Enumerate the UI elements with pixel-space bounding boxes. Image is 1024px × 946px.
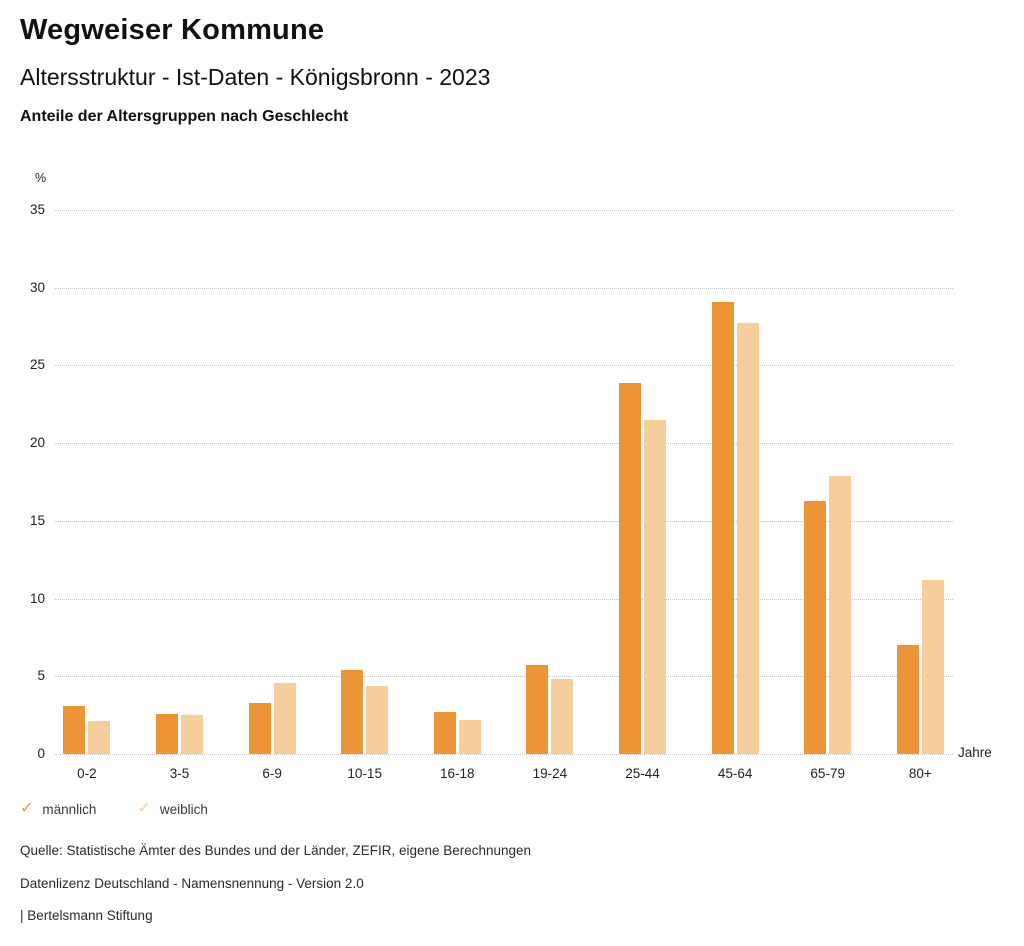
check-icon: ✓ [137,800,151,817]
gridline-5 [55,676,953,678]
bar-weiblich-3-5[interactable] [181,715,203,754]
bar-weiblich-16-18[interactable] [458,719,481,754]
footer: Quelle: Statistische Ämter des Bundes un… [20,843,531,941]
footer-source: Quelle: Statistische Ämter des Bundes un… [20,843,532,858]
gridline-25 [55,365,953,367]
y-axis-tick-label-5: 5 [37,668,45,684]
gridline-0 [55,754,953,755]
gridline-35 [55,210,953,211]
x-axis-tick-label-45-64: 45-64 [717,766,753,781]
x-axis-tick-label-65-79: 65-79 [810,766,845,781]
bar-männlich-25-44[interactable] [619,382,641,754]
y-axis-tick-label-25: 25 [29,357,45,373]
chart-heading: Anteile der Altersgruppen nach Geschlech… [20,108,349,125]
bar-weiblich-80+[interactable] [921,579,944,754]
gridline-15 [55,520,953,522]
bar-männlich-65-79[interactable] [804,500,827,754]
gridline-20 [55,443,953,445]
x-axis-tick-label-16-18: 16-18 [440,766,475,781]
x-axis-unit-label: Jahre [958,745,992,760]
footer-attribution: | Bertelsmann Stiftung [20,908,153,923]
y-axis-tick-label-35: 35 [29,202,45,217]
footer-license: Datenlizenz Deutschland - Namensnennung … [20,875,364,891]
bar-weiblich-6-9[interactable] [273,682,296,754]
x-axis-tick-label-3-5: 3-5 [169,766,190,781]
x-axis-tick-label-6-9: 6-9 [262,766,282,781]
bar-männlich-80+[interactable] [896,645,919,754]
bar-weiblich-19-24[interactable] [551,679,574,754]
y-axis-tick-label-0: 0 [37,746,45,761]
header: Wegweiser Kommune Altersstruktur - Ist-D… [20,14,490,126]
bar-männlich-10-15[interactable] [341,670,364,754]
y-axis-tick-label-20: 20 [29,435,45,451]
bar-weiblich-10-15[interactable] [366,685,389,754]
bar-männlich-19-24[interactable] [526,665,549,754]
x-axis-tick-label-19-24: 19-24 [532,766,568,781]
chart-legend: ✓ männlich ✓ weiblich [20,801,249,817]
y-axis-unit-label: % [35,171,47,185]
y-axis-tick-label-15: 15 [29,512,45,528]
bar-weiblich-25-44[interactable] [644,419,666,754]
bar-männlich-0-2[interactable] [63,705,86,754]
page-title: Wegweiser Kommune [20,14,325,46]
bar-weiblich-0-2[interactable] [88,721,111,754]
x-axis-tick-label-10-15: 10-15 [347,766,382,781]
legend-label: weiblich [159,801,208,817]
y-axis-tick-label-10: 10 [29,590,45,606]
bar-chart-plot-area: 35 30 25 20 15 10 5 0 0-2 3-5 6-9 10-15 16-18 19-24 25… [30,202,953,781]
gridline-10 [55,598,953,600]
legend-item-weiblich[interactable]: ✓ weiblich [137,801,207,817]
bar-weiblich-45-64[interactable] [736,323,759,754]
check-icon: ✓ [20,800,34,817]
bar-männlich-3-5[interactable] [156,713,178,754]
x-axis-tick-label-25-44: 25-44 [625,766,660,781]
bar-männlich-45-64[interactable] [711,301,734,754]
x-axis-tick-label-80+: 80+ [908,766,932,781]
legend-item-männlich[interactable]: ✓ männlich [20,801,96,817]
bar-männlich-16-18[interactable] [433,712,456,754]
legend-label: männlich [42,801,97,817]
bar-weiblich-65-79[interactable] [829,475,852,754]
x-axis-tick-label-0-2: 0-2 [77,766,97,781]
page-subtitle: Altersstruktur - Ist-Daten - Königsbronn… [20,64,491,90]
bar-männlich-6-9[interactable] [248,702,271,754]
y-axis-tick-label-30: 30 [29,279,45,295]
gridline-30 [55,287,953,289]
